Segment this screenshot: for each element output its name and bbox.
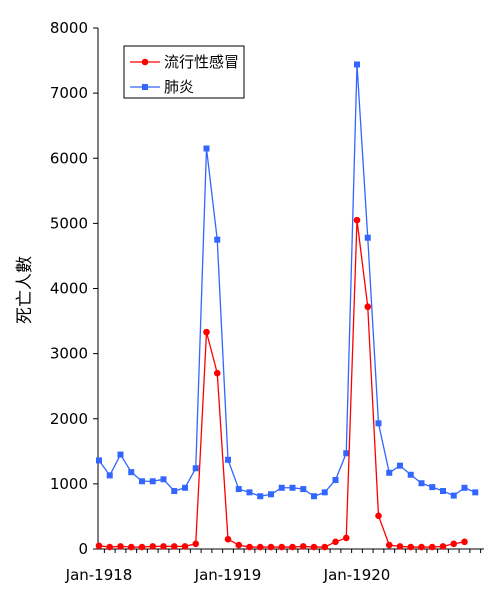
data-point-influenza [396, 543, 404, 550]
data-point-pneumonia [268, 491, 274, 498]
data-point-influenza [235, 541, 243, 549]
data-point-influenza [106, 543, 114, 551]
data-point-influenza [418, 543, 425, 551]
series-line-influenza [98, 219, 465, 548]
data-point-pneumonia [235, 486, 242, 493]
data-point-pneumonia [321, 489, 328, 496]
data-point-influenza [213, 369, 221, 377]
data-point-influenza [256, 543, 264, 551]
x-tick-label: Jan-1920 [323, 566, 391, 584]
data-point-influenza [310, 543, 318, 551]
data-point-pneumonia [450, 492, 457, 499]
y-tick-label: 8000 [50, 19, 88, 37]
data-point-pneumonia [139, 478, 145, 485]
data-point-influenza [138, 543, 146, 551]
data-point-influenza [267, 543, 275, 551]
legend-label-pneumonia: 肺炎 [164, 78, 194, 96]
data-point-pneumonia [278, 484, 285, 491]
data-point-pneumonia [203, 145, 210, 152]
data-point-pneumonia [192, 465, 199, 472]
data-point-influenza [342, 534, 350, 542]
data-point-influenza [181, 543, 189, 550]
data-point-pneumonia [461, 484, 468, 491]
data-point-influenza [278, 543, 286, 551]
data-point-pneumonia [418, 480, 425, 487]
data-point-influenza [428, 543, 436, 551]
data-point-influenza [375, 512, 382, 520]
data-point-pneumonia [214, 236, 221, 243]
x-tick-label: Jan-1919 [194, 566, 262, 584]
data-point-influenza [321, 543, 329, 551]
data-point-pneumonia [117, 451, 124, 458]
data-point-pneumonia [300, 486, 307, 493]
data-point-pneumonia [332, 476, 339, 483]
data-point-pneumonia [397, 462, 403, 469]
data-point-influenza [407, 543, 415, 551]
data-point-influenza [450, 540, 458, 548]
data-point-influenza [353, 216, 361, 224]
data-point-pneumonia [96, 457, 102, 464]
y-axis-label: 死亡人數 [15, 256, 35, 324]
data-point-influenza [192, 540, 200, 548]
data-point-pneumonia [364, 234, 371, 241]
data-point-influenza [299, 543, 307, 550]
data-point-influenza [203, 328, 210, 336]
y-tick-label: 5000 [50, 214, 88, 232]
data-point-pneumonia [354, 61, 360, 68]
data-point-pneumonia [171, 488, 178, 495]
data-point-influenza [224, 535, 232, 543]
data-point-pneumonia [386, 469, 393, 476]
data-point-influenza [95, 542, 103, 550]
y-tick-label: 0 [78, 540, 88, 558]
data-point-pneumonia [106, 472, 113, 479]
data-point-influenza [364, 303, 372, 311]
legend-marker-pneumonia [142, 84, 148, 90]
data-point-influenza [170, 543, 178, 550]
data-point-pneumonia [128, 469, 135, 476]
data-point-pneumonia [182, 484, 188, 491]
y-tick-label: 6000 [50, 149, 88, 167]
data-point-pneumonia [289, 484, 296, 491]
data-point-pneumonia [225, 456, 231, 463]
y-axis-ticks: 0 1000 2000 3000 4000 5000 6000 7000 8000 [50, 19, 98, 558]
data-point-influenza [149, 543, 157, 550]
data-point-influenza [289, 543, 296, 551]
data-point-influenza [246, 543, 253, 551]
data-point-influenza [332, 538, 339, 546]
y-tick-label: 1000 [50, 475, 88, 493]
series-line-pneumonia [98, 63, 476, 497]
data-point-influenza [385, 541, 393, 549]
data-point-pneumonia [375, 420, 382, 427]
y-tick-label: 3000 [50, 345, 88, 363]
data-point-pneumonia [311, 493, 317, 500]
data-point-pneumonia [429, 484, 436, 491]
data-point-pneumonia [343, 450, 350, 457]
y-tick-label: 2000 [50, 410, 88, 428]
legend-label-influenza: 流行性感冒 [164, 53, 239, 71]
data-point-pneumonia [149, 478, 156, 485]
series-layer [95, 61, 479, 551]
data-point-pneumonia [472, 489, 479, 496]
legend-marker-influenza [141, 58, 149, 66]
x-axis-ticks: Jan-1918 Jan-1919 Jan-1920 [65, 549, 482, 584]
y-tick-label: 4000 [50, 280, 88, 298]
data-point-influenza [461, 538, 468, 546]
legend: 流行性感冒 肺炎 [123, 45, 245, 99]
data-point-influenza [160, 543, 167, 550]
x-tick-label: Jan-1918 [65, 566, 133, 584]
data-point-influenza [127, 543, 135, 551]
data-point-pneumonia [246, 489, 253, 496]
data-point-influenza [439, 543, 447, 550]
data-point-pneumonia [160, 476, 167, 483]
y-tick-label: 7000 [50, 84, 88, 102]
data-point-pneumonia [440, 488, 446, 495]
data-point-pneumonia [407, 471, 414, 478]
axes [97, 28, 484, 550]
data-point-influenza [117, 543, 124, 550]
data-point-pneumonia [257, 493, 264, 500]
